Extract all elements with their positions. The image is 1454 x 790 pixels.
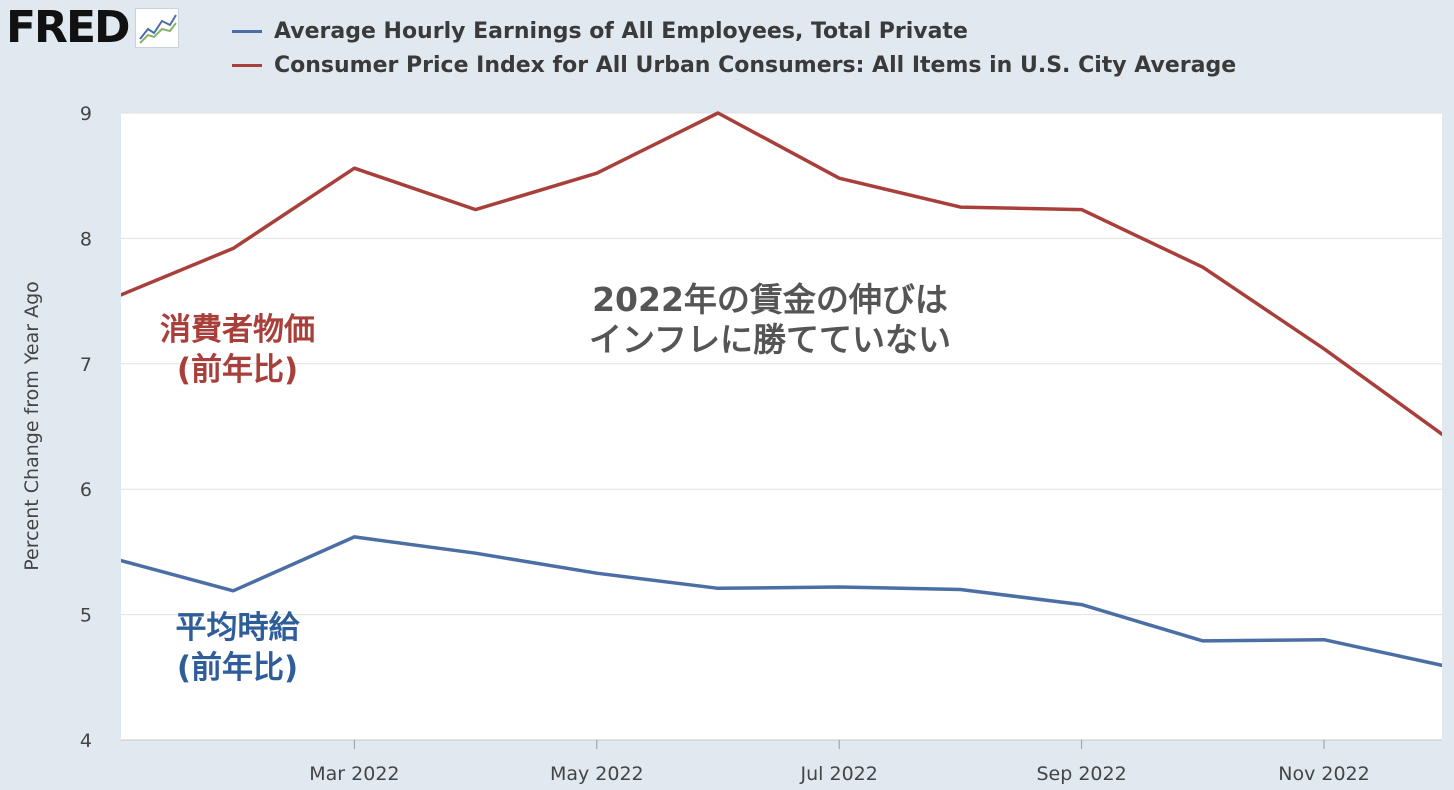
chart-legend: Average Hourly Earnings of All Employees…: [232, 14, 1236, 82]
series-lines: [121, 111, 1442, 668]
line-chart-icon: [134, 8, 179, 48]
series-line-earnings: [121, 535, 1442, 668]
center-annotation-line2: インフレに勝てていない: [588, 320, 951, 359]
y-tick-label: 5: [80, 605, 92, 627]
y-tick-label: 8: [80, 228, 92, 250]
axes: 4 5 6 7 8 9 Mar 2022 May 2022 Jul 2022 Sep 2022 No…: [80, 103, 1442, 785]
y-tick-label: 9: [80, 103, 92, 125]
cpi-annotation: 消費者物価 (前年比): [130, 310, 345, 390]
cpi-annotation-line1: 消費者物価: [160, 312, 315, 348]
legend-label-cpi: Consumer Price Index for All Urban Consu…: [274, 52, 1237, 78]
wage-annotation-line2: (前年比): [176, 650, 299, 686]
cpi-annotation-line2: (前年比): [176, 352, 299, 388]
series-line-cpi: [121, 111, 1442, 437]
legend-label-earnings: Average Hourly Earnings of All Employees…: [274, 18, 968, 44]
x-tick-label: Jul 2022: [800, 763, 878, 785]
y-tick-label: 7: [80, 354, 92, 376]
center-annotation-line1: 2022年の賃金の伸びは: [592, 280, 948, 319]
y-axis-label: Percent Change from Year Ago: [21, 281, 43, 571]
wage-annotation: 平均時給 (前年比): [130, 608, 345, 688]
wage-annotation-line1: 平均時給: [175, 610, 300, 646]
y-tick-label: 6: [80, 479, 92, 501]
x-tick-label: Sep 2022: [1036, 763, 1126, 785]
fred-logo[interactable]: FRED: [6, 4, 179, 52]
x-tick-label: Nov 2022: [1278, 763, 1369, 785]
legend-item-cpi[interactable]: Consumer Price Index for All Urban Consu…: [232, 48, 1236, 82]
center-annotation: 2022年の賃金の伸びは インフレに勝てていない: [560, 280, 980, 360]
y-tick-label: 4: [80, 730, 92, 752]
x-tick-label: May 2022: [550, 763, 644, 785]
legend-swatch-cpi: [232, 63, 262, 67]
fred-logo-text: FRED: [6, 2, 131, 53]
legend-item-earnings[interactable]: Average Hourly Earnings of All Employees…: [232, 14, 1236, 48]
grid-lines: [121, 112, 1442, 616]
legend-swatch-earnings: [232, 29, 262, 33]
x-tick-label: Mar 2022: [309, 763, 399, 785]
plot-background: [121, 113, 1442, 740]
